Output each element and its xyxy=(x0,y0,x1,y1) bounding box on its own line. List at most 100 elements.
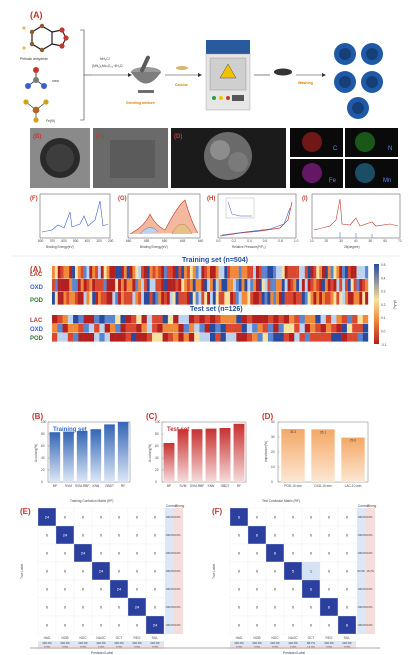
heatmap-cell xyxy=(97,292,102,305)
cm-col-wrong: 0.0% xyxy=(272,645,279,649)
panelH-tick: 0.0 xyxy=(216,239,221,243)
cm-cell-value: 0 xyxy=(274,587,277,592)
bar-ylabel: Accuracy(%) xyxy=(34,444,38,462)
heatmap-cell xyxy=(339,292,343,305)
cm-cell-value: 0 xyxy=(274,515,277,520)
cm-row-wrong: 0.0% xyxy=(367,533,374,537)
bar xyxy=(76,431,88,482)
heatmap-cell xyxy=(224,292,228,305)
panelI-tick: 70 xyxy=(398,239,402,243)
heatmap-cell xyxy=(289,324,295,333)
heatmap-cell xyxy=(120,292,125,305)
heatmap-cell xyxy=(324,279,328,292)
cm-col-class: NAOC xyxy=(96,636,106,640)
heatmap-cell xyxy=(183,324,190,333)
heatmap-cell xyxy=(270,292,274,305)
panel-a-label: (A) xyxy=(30,10,43,20)
heatmap-cell xyxy=(83,279,87,292)
heatmap-cell xyxy=(230,266,234,279)
cm-col-correct-cell xyxy=(230,641,248,645)
heatmap-cell xyxy=(89,266,93,279)
cm-row-wrong-cell xyxy=(174,616,183,634)
bar-value-label: 35.1 xyxy=(320,430,326,434)
heatmap-cell xyxy=(362,279,366,292)
panel-g-label: (G) xyxy=(118,196,127,202)
heatmap-cell xyxy=(157,333,163,342)
heatmap-cell xyxy=(310,324,316,333)
heatmap-cell xyxy=(212,292,216,305)
heatmap-cell xyxy=(149,266,153,279)
heatmap-cell xyxy=(241,266,245,279)
heatmap-cell xyxy=(184,292,188,305)
heatmap-cell xyxy=(89,292,93,305)
panelF-tick: 300 xyxy=(96,239,102,243)
heatmap-cell xyxy=(74,279,79,292)
cm-row-wrong: 0.0% xyxy=(175,569,182,573)
cm-col-correct-cell xyxy=(38,641,56,645)
cm-cell-value: 0 xyxy=(118,551,121,556)
heatmap-cell xyxy=(189,266,193,279)
heatmap-cell xyxy=(261,266,265,279)
heatmap-cell xyxy=(157,315,163,324)
cm-col-wrong-cell xyxy=(74,645,92,649)
cm-cell-value: 0 xyxy=(100,605,103,610)
bar-category-label: KNN xyxy=(208,484,215,488)
heatmap-cell xyxy=(88,315,95,324)
cm-cell-value: 0 xyxy=(238,569,241,574)
cm-col-wrong-cell xyxy=(38,645,56,649)
cm-cell-value: 0 xyxy=(238,587,241,592)
cm-cell-value: 0 xyxy=(292,623,295,628)
eds-label-c: C xyxy=(333,146,338,152)
heatmap-cell xyxy=(164,266,168,279)
heatmap-cell xyxy=(115,333,121,342)
heatmap-cell xyxy=(62,333,68,342)
panelH-tick: 0.6 xyxy=(263,239,268,243)
test-heatmap xyxy=(52,315,369,342)
heatmap-cell xyxy=(187,279,191,292)
heatmap-cell xyxy=(350,292,354,305)
heatmap-cell xyxy=(315,324,321,333)
heatmap-cell xyxy=(161,279,165,292)
heatmap-cell xyxy=(362,315,369,324)
heatmap-cell xyxy=(100,266,104,279)
heatmap-cell xyxy=(112,279,116,292)
cm-cell-value: 0 xyxy=(118,569,121,574)
heatmap-cell xyxy=(310,279,314,292)
bar-category-label: LAC-10 min xyxy=(345,484,362,488)
heatmap-cell xyxy=(315,315,321,324)
heatmap-cell xyxy=(169,279,173,292)
heatmap-cell xyxy=(296,292,300,305)
heatmap-cell xyxy=(255,279,260,292)
heatmap-cell xyxy=(307,266,311,279)
heatmap-cell xyxy=(173,333,179,342)
heatmap-cell xyxy=(178,333,184,342)
cm-col-class: NOC xyxy=(271,636,279,640)
heatmap-cell xyxy=(315,333,321,342)
cm-col-correct-cell xyxy=(302,641,320,645)
heatmap-cell xyxy=(253,266,257,279)
colorbar-tick: 0.4 xyxy=(381,276,386,280)
heatmap-cell xyxy=(276,279,280,292)
cm-cell-value: 0 xyxy=(64,515,67,520)
heatmap-cell xyxy=(152,292,156,305)
heatmap-cell xyxy=(86,279,90,292)
heatmap-cell xyxy=(120,279,125,292)
cm-cell-value: 0 xyxy=(310,605,313,610)
heatmap-cell xyxy=(187,266,191,279)
heatmap-cell xyxy=(188,315,195,324)
cm-true-label: True Label xyxy=(212,564,216,579)
heatmap-cell xyxy=(69,292,73,305)
heatmap-cell xyxy=(319,292,323,305)
heatmap-cell xyxy=(146,333,153,342)
heatmap-cell xyxy=(83,333,90,342)
cm-cell-value: 0 xyxy=(46,623,49,628)
cm-row-wrong: 0.0% xyxy=(367,587,374,591)
heatmap-cell xyxy=(262,315,269,324)
heatmap-cell xyxy=(77,279,81,292)
cm-row-correct: 100.0% xyxy=(166,587,175,591)
heatmap-cell xyxy=(138,292,142,305)
bar-chart-training: (B) Training set 0 20 40 60 80 100 Accuracy(%) BP… xyxy=(32,412,131,488)
heatmap-cell xyxy=(244,266,248,279)
heatmap-cell xyxy=(60,292,64,305)
cm-cell-value: 0 xyxy=(292,605,295,610)
